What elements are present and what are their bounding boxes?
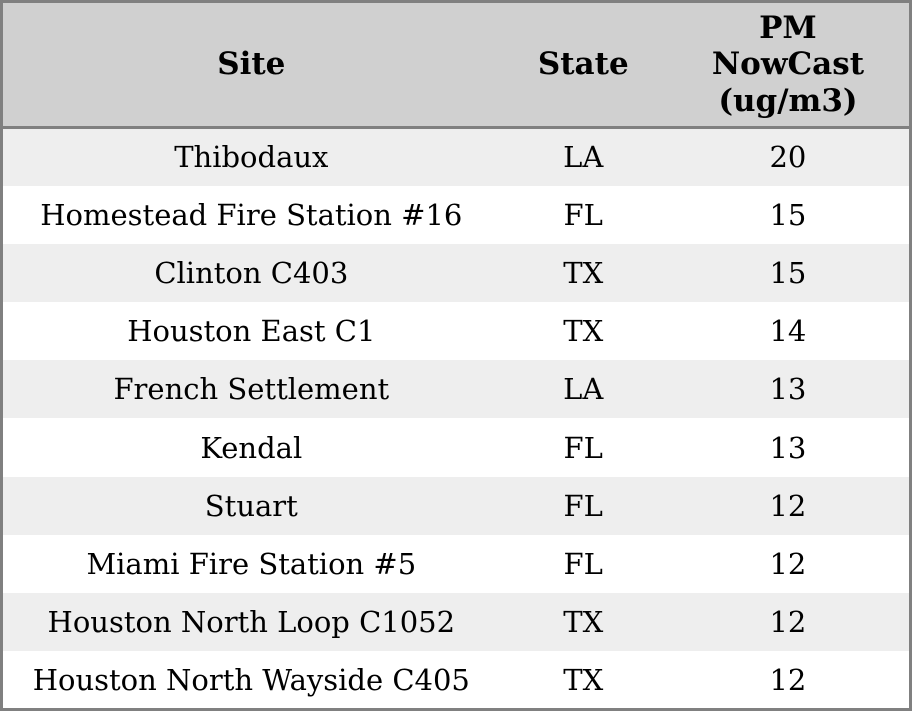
column-header-site-label: Site bbox=[217, 46, 286, 83]
table-row: Houston North Wayside C405 TX 12 bbox=[1, 651, 911, 710]
state-cell: TX bbox=[563, 605, 604, 640]
site-cell: Houston East C1 bbox=[127, 314, 376, 349]
site-cell: Houston North Wayside C405 bbox=[32, 662, 470, 697]
state-cell: FL bbox=[563, 197, 603, 232]
state-cell: TX bbox=[563, 255, 604, 290]
column-header-site: Site bbox=[1, 1, 500, 129]
state-cell: FL bbox=[563, 546, 603, 581]
table-row: Houston East C1 TX 14 bbox=[1, 302, 911, 361]
pm-value-cell: 12 bbox=[769, 546, 807, 581]
table-body: Thibodaux LA 20 Homestead Fire Station #16 F… bbox=[1, 127, 911, 710]
state-cell: FL bbox=[563, 430, 603, 465]
table-row: Houston North Loop C1052 TX 12 bbox=[1, 593, 911, 652]
pm-value-cell: 12 bbox=[769, 605, 807, 640]
site-cell: Houston North Loop C1052 bbox=[47, 605, 456, 640]
state-cell: TX bbox=[563, 314, 604, 349]
state-cell: FL bbox=[563, 488, 603, 523]
state-cell: LA bbox=[563, 140, 604, 175]
table-row: Clinton C403 TX 15 bbox=[1, 243, 911, 303]
pm-value-cell: 13 bbox=[769, 430, 807, 465]
pm-value-cell: 20 bbox=[769, 140, 807, 175]
header-row: Site State PM NowCast (ug/m3) bbox=[1, 1, 911, 129]
column-header-state: State bbox=[499, 1, 667, 129]
table-row: Miami Fire Station #5 FL 12 bbox=[1, 534, 911, 593]
table-header: Site State PM NowCast (ug/m3) bbox=[1, 1, 911, 129]
state-cell: TX bbox=[563, 662, 604, 697]
pm-value-cell: 15 bbox=[769, 197, 807, 232]
site-cell: Clinton C403 bbox=[154, 255, 349, 290]
state-cell: LA bbox=[563, 372, 604, 407]
table-row: Thibodaux LA 20 bbox=[1, 127, 911, 186]
pm-value-cell: 12 bbox=[769, 662, 807, 697]
pm-value-cell: 13 bbox=[769, 372, 807, 407]
table-row: Stuart FL 12 bbox=[1, 476, 911, 535]
column-header-pm-nowcast-label: PM NowCast (ug/m3) bbox=[711, 9, 865, 119]
site-cell: Thibodaux bbox=[174, 140, 329, 175]
site-cell: Homestead Fire Station #16 bbox=[40, 197, 463, 232]
site-cell: Stuart bbox=[204, 488, 298, 523]
table-row: French Settlement LA 13 bbox=[1, 360, 911, 419]
pm-value-cell: 15 bbox=[769, 255, 807, 290]
site-cell: Miami Fire Station #5 bbox=[86, 546, 417, 581]
table-row: Homestead Fire Station #16 FL 15 bbox=[1, 185, 911, 244]
site-cell: French Settlement bbox=[113, 372, 390, 407]
pm-value-cell: 12 bbox=[769, 488, 807, 523]
column-header-state-label: State bbox=[537, 46, 629, 83]
site-cell: Kendal bbox=[200, 430, 303, 465]
column-header-pm-nowcast: PM NowCast (ug/m3) bbox=[666, 1, 911, 129]
table-row: Kendal FL 13 bbox=[1, 418, 911, 477]
pm-value-cell: 14 bbox=[769, 314, 807, 349]
